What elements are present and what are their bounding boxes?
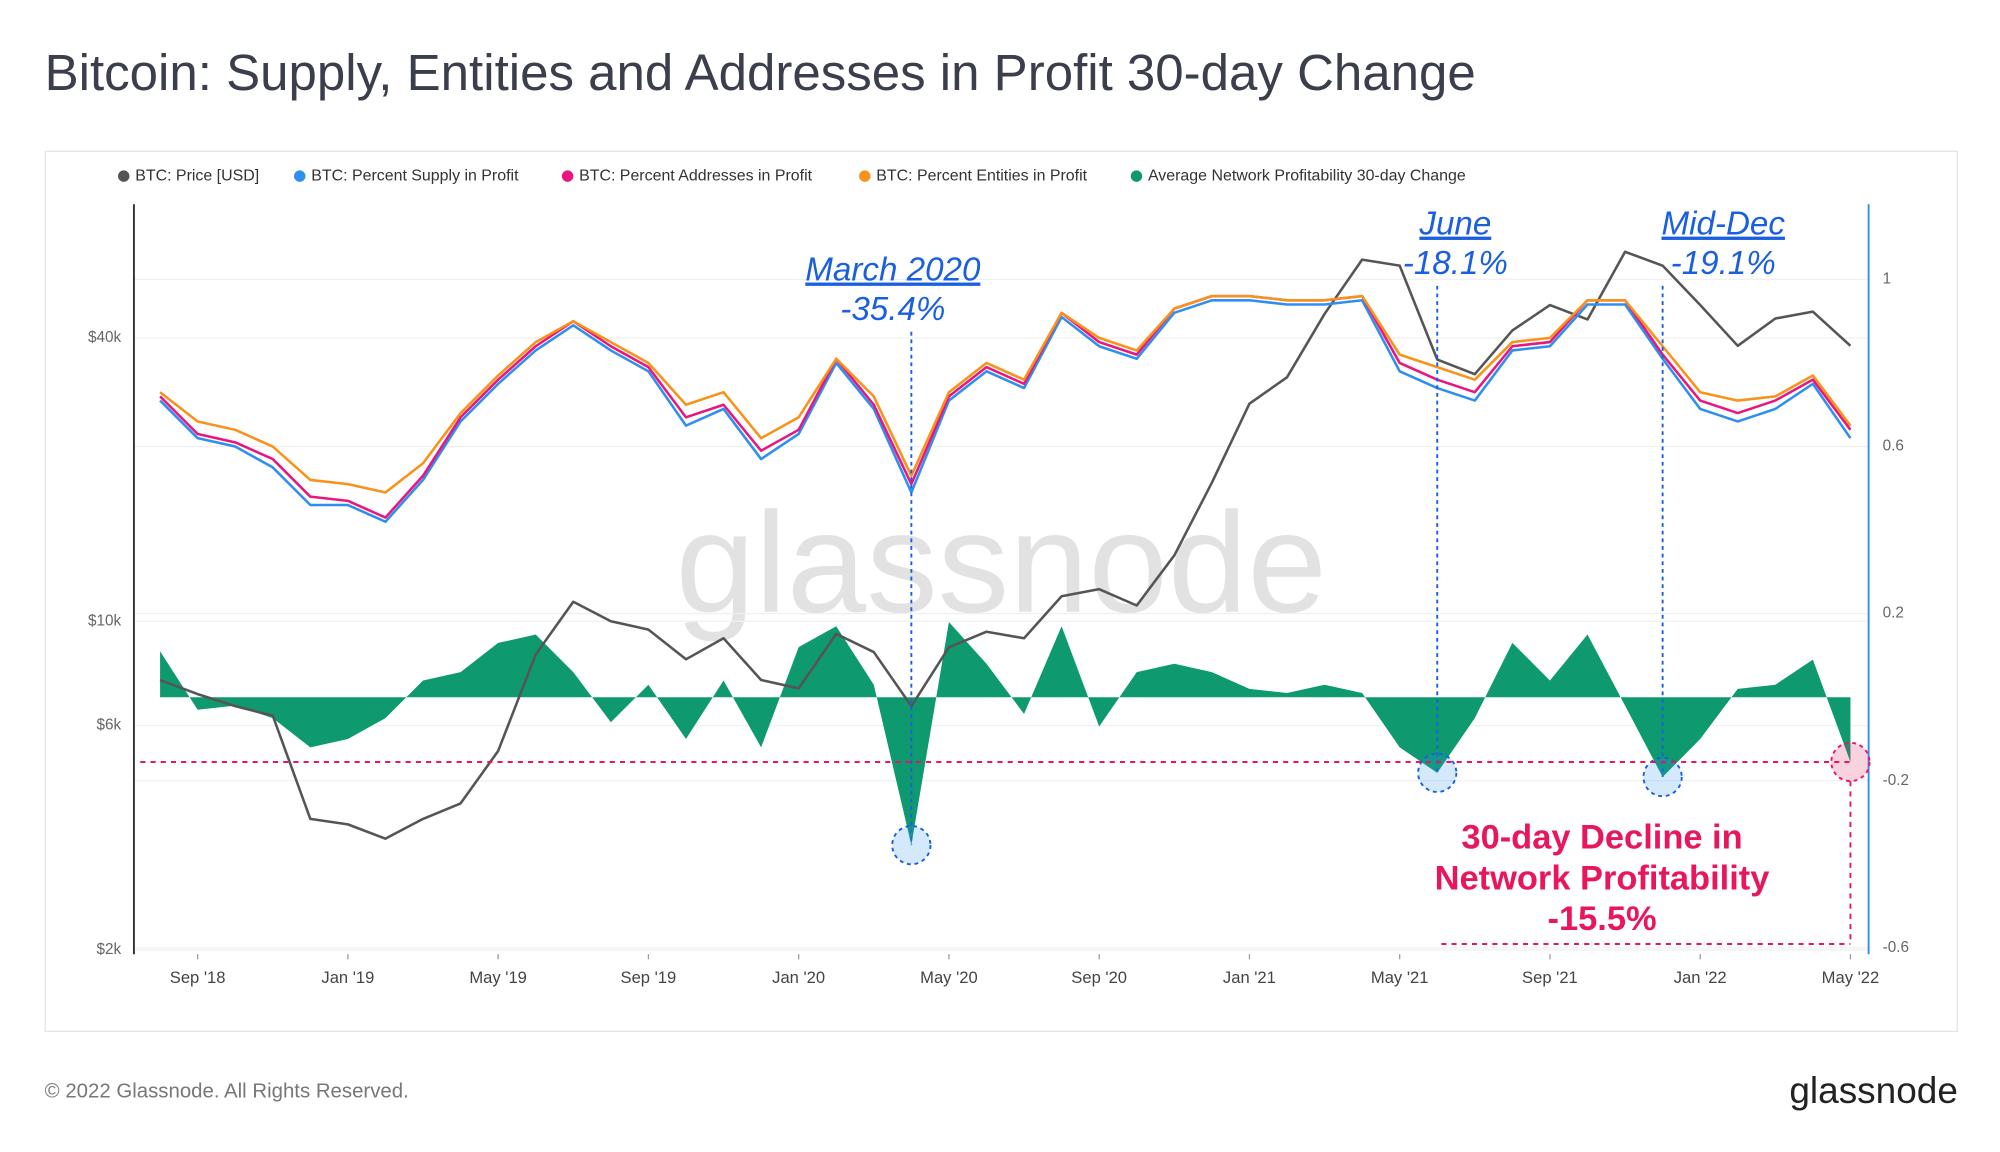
line [159,299,1852,524]
annotation-text: -15.5% [1548,900,1657,938]
watermark: glassnode [676,484,1327,643]
x-tick-label: Jan '19 [321,968,374,987]
legend-marker [561,170,574,182]
annotation-text: Network Profitability [1435,859,1770,897]
copyright: © 2022 Glassnode. All Rights Reserved. [45,1080,409,1102]
chart-frame [44,150,1958,1032]
plot: $2k $6k $10k $40k -0.6 -0.2 0.2 0.6 1 Sep '18 Jan … [88,167,1909,986]
x-tick-label: May '19 [469,968,527,987]
legend-label: Average Network Profitability 30-day Cha… [1148,167,1466,184]
legend-label: BTC: Percent Supply in Profit [311,167,519,184]
y2-tick-label: 0.6 [1883,438,1904,455]
legend-label: BTC: Percent Addresses in Profit [579,167,813,184]
x-tick-label: Sep '19 [621,968,677,987]
legend-label: BTC: Price [USD] [135,167,259,184]
y-tick-label: $6k [97,717,122,734]
annotation-text: -19.1% [1671,245,1776,282]
annotation-text: March 2020 [805,252,981,289]
legend-marker [859,170,871,182]
annotation-circle [891,825,932,866]
y-tick-label: $2k [97,941,122,958]
y2-tick-label: -0.6 [1883,939,1909,956]
x-tick-label: Sep '18 [170,968,226,987]
annotation-circle [1830,741,1871,783]
x-tick-label: Sep '20 [1071,968,1127,987]
y-tick-label: $40k [88,329,122,346]
x-tick-label: Sep '21 [1522,968,1578,987]
legend-label: BTC: Percent Entities in Profit [876,167,1087,184]
x-tick-label: Jan '21 [1223,968,1276,987]
annotation-text: -35.4% [840,291,945,328]
annotation-circle [1642,756,1683,798]
x-tick-label: Jan '20 [772,968,825,987]
y-tick-label: $10k [88,612,122,629]
x-tick-label: May '22 [1822,968,1880,987]
line [159,250,1852,840]
y2-tick-label: 0.2 [1883,605,1904,622]
legend-marker [1130,170,1143,182]
y2-tick-label: 1 [1883,270,1892,287]
annotation-text: -18.1% [1403,245,1508,282]
line [159,294,1852,519]
annotation-text: June [1418,206,1491,243]
page-title: Bitcoin: Supply, Entities and Addresses … [45,44,1476,101]
annotation-circle [1417,752,1458,793]
line [159,294,1852,494]
x-tick-label: Jan '22 [1674,968,1727,987]
legend-marker [294,170,306,182]
legend-marker [117,170,130,182]
y2-tick-label: -0.2 [1883,772,1909,789]
logo: glassnode [1789,1070,1958,1111]
annotation-text: 30-day Decline in [1461,818,1742,856]
x-tick-label: May '20 [920,968,978,987]
annotation-text: Mid-Dec [1661,206,1785,243]
x-tick-label: May '21 [1371,968,1429,987]
